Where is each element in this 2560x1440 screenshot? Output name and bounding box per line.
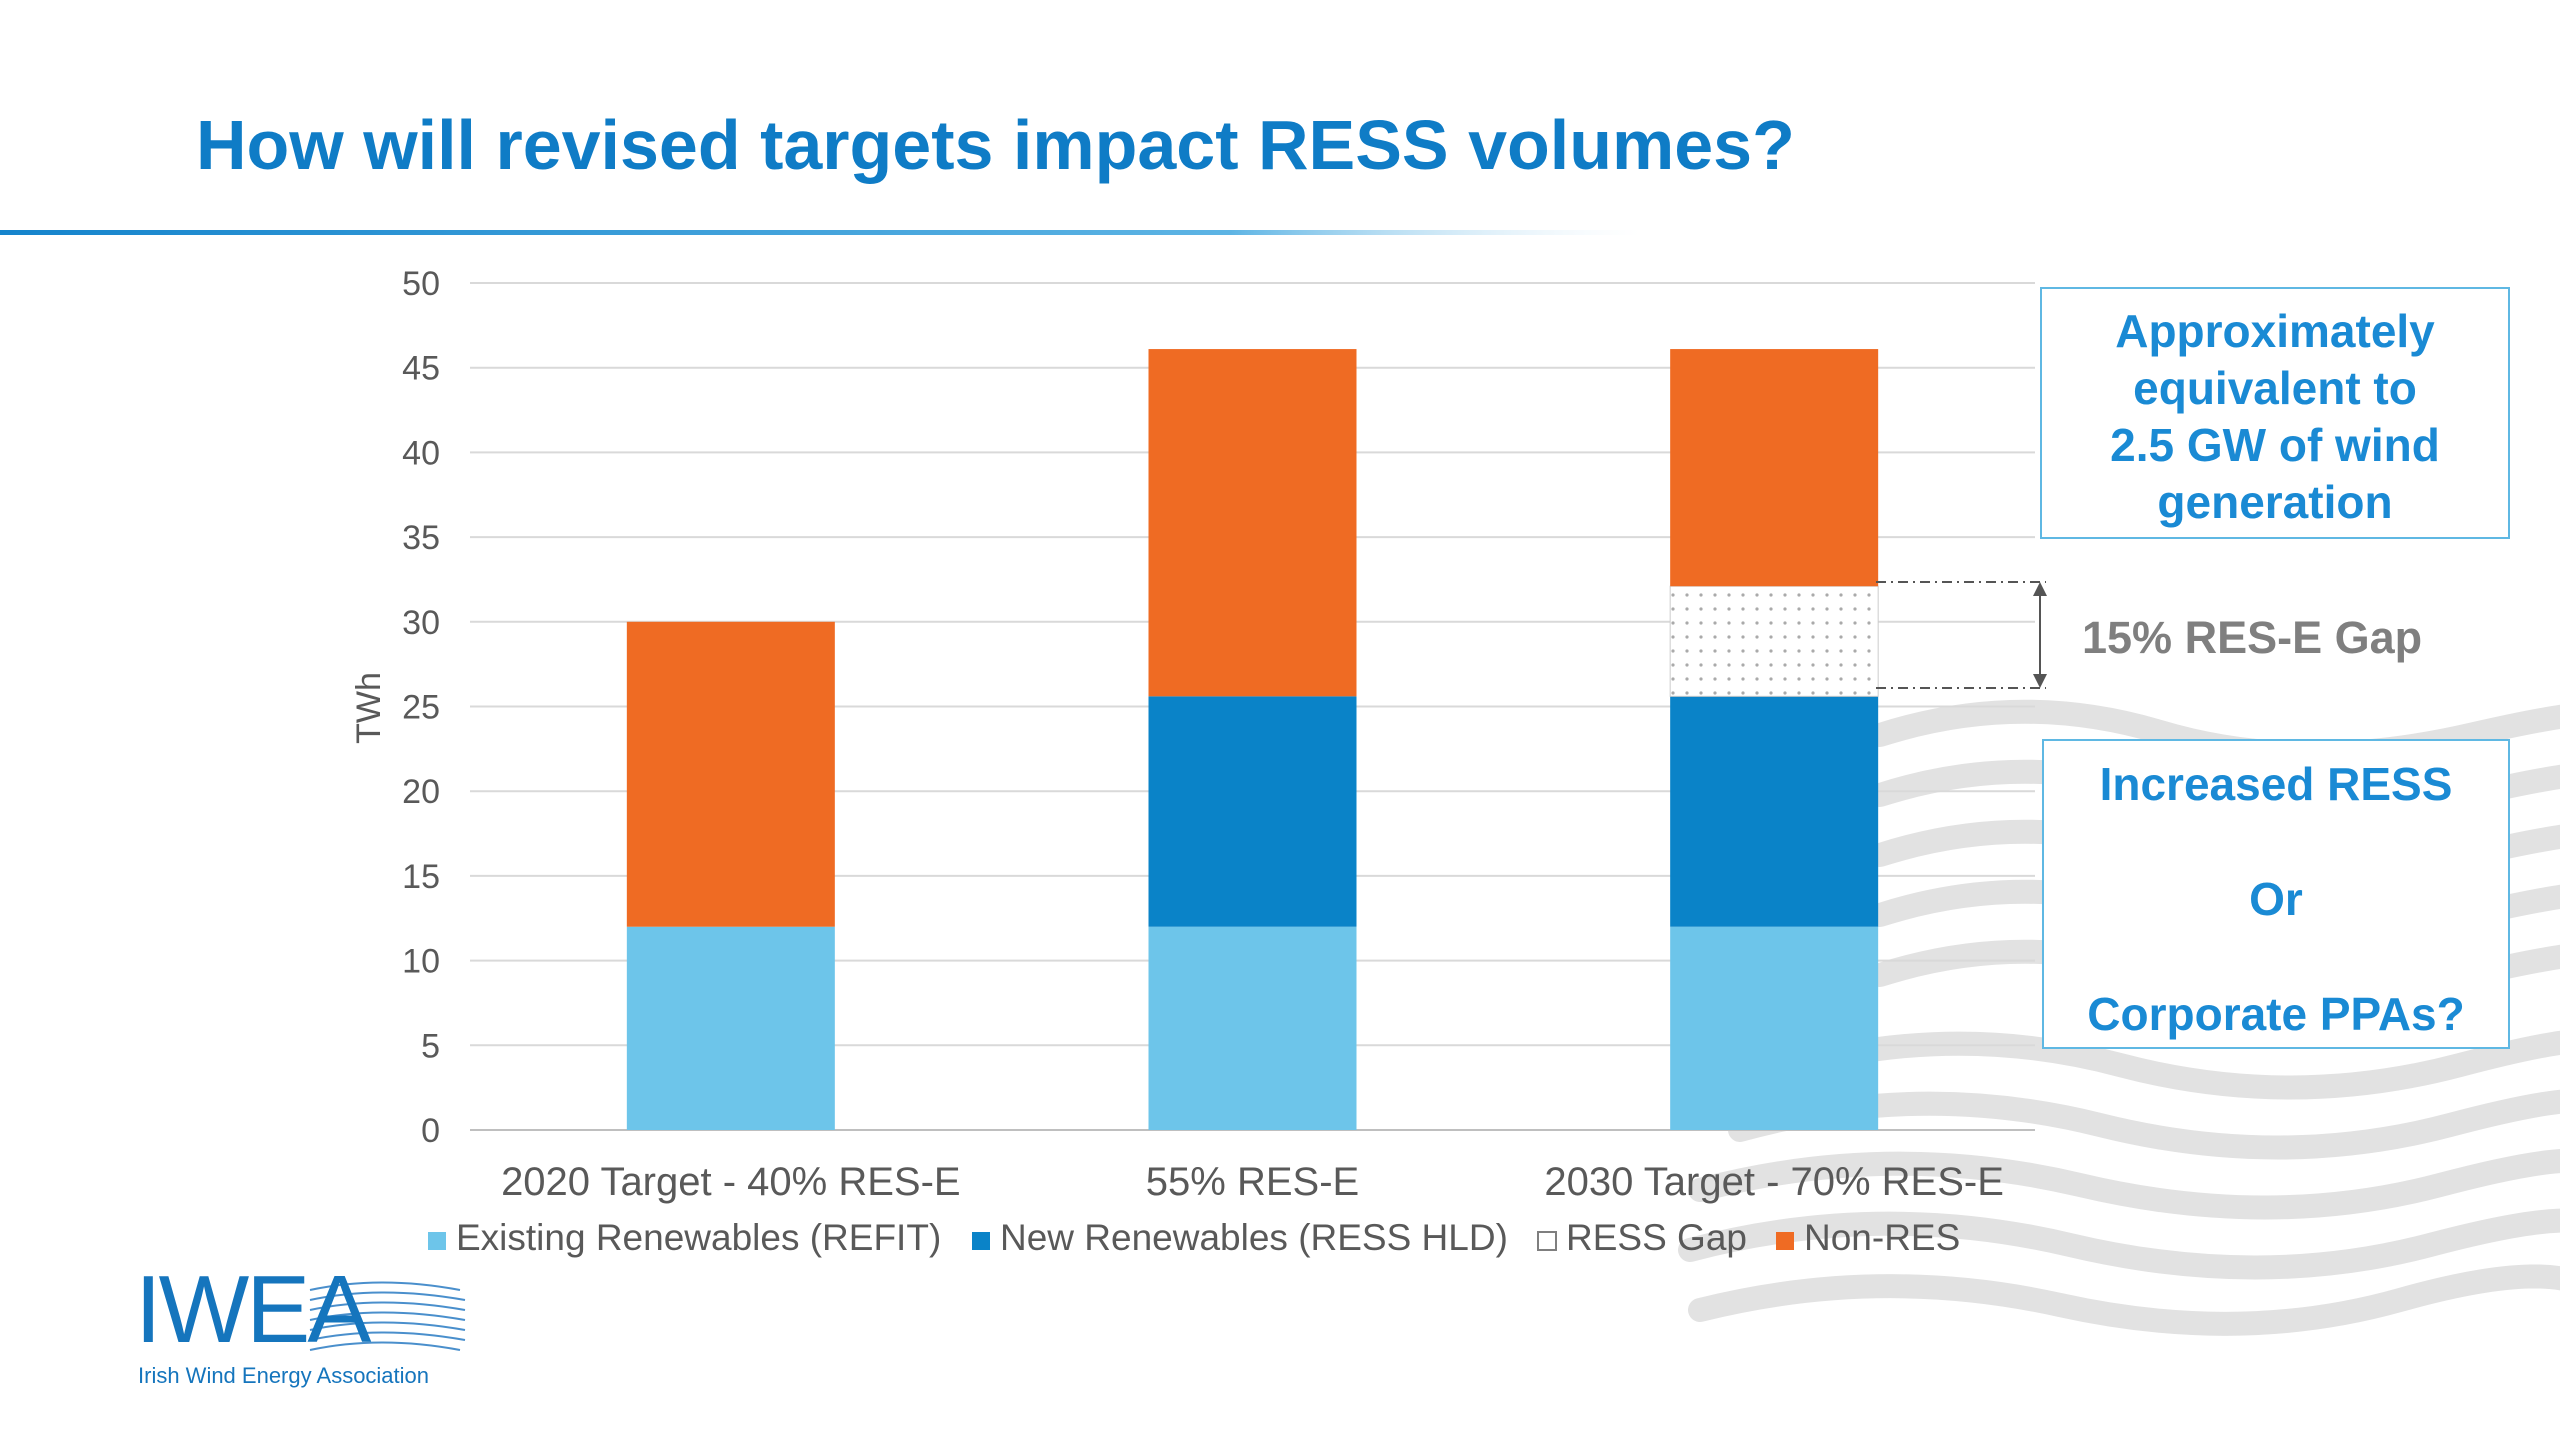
y-tick-label: 30 <box>402 604 440 642</box>
bar-segment <box>1670 349 1879 587</box>
gap-bracket <box>1876 581 2047 689</box>
gap-label: 15% RES-E Gap <box>2082 612 2423 663</box>
wind-equivalence-callout: Approximately equivalent to 2.5 GW of wi… <box>2040 287 2510 539</box>
ress-or-ppa-callout: Increased RESS Or Corporate PPAs? <box>2042 739 2510 1049</box>
wind-callout-line: equivalent to <box>2133 362 2417 414</box>
wind-callout-line: generation <box>2157 476 2393 528</box>
page-title: How will revised targets impact RESS vol… <box>196 106 1795 184</box>
iwea-logo: IWEA Irish Wind Energy Association <box>130 1262 480 1395</box>
y-tick-label: 45 <box>402 350 440 388</box>
bar-segment <box>1669 585 1879 697</box>
x-tick-label: 55% RES-E <box>1146 1160 1359 1204</box>
bar-segment <box>626 621 835 927</box>
y-tick-label: 40 <box>402 434 440 472</box>
legend-label: Existing Renewables (REFIT) <box>456 1217 941 1258</box>
chart-bars <box>626 349 1879 1130</box>
y-tick-label: 10 <box>402 943 440 981</box>
bar-segment <box>1148 696 1357 927</box>
logo-text: IWEA <box>135 1256 371 1363</box>
legend-swatch <box>1776 1232 1794 1250</box>
x-tick-label: 2020 Target - 40% RES-E <box>501 1160 961 1204</box>
logo-wind-lines-icon <box>309 1281 466 1351</box>
gap-arrow-up-head <box>2033 582 2047 596</box>
x-axis-labels: 2020 Target - 40% RES-E 55% RES-E 2030 Tar… <box>501 1160 2004 1204</box>
y-tick-label: 0 <box>421 1112 440 1150</box>
bar-segment <box>626 926 835 1130</box>
legend-label: New Renewables (RESS HLD) <box>1000 1217 1508 1258</box>
bar-segment <box>1670 926 1879 1130</box>
gap-arrow-down-head <box>2033 674 2047 688</box>
wind-callout-line: 2.5 GW of wind <box>2110 419 2440 471</box>
y-tick-label: 15 <box>402 858 440 896</box>
x-tick-label: 2030 Target - 70% RES-E <box>1544 1160 2004 1204</box>
bar-segment <box>1148 926 1357 1130</box>
logo-subtitle: Irish Wind Energy Association <box>138 1363 430 1388</box>
legend-label: RESS Gap <box>1566 1217 1747 1258</box>
y-tick-label: 25 <box>402 689 440 727</box>
chart-legend: Existing Renewables (REFIT) New Renewable… <box>428 1217 1960 1258</box>
choice-callout-line3: Corporate PPAs? <box>2087 988 2465 1040</box>
y-axis-ticks: 0 5 10 15 20 25 30 35 40 45 50 <box>402 265 440 1150</box>
title-underline <box>0 230 1640 235</box>
y-axis-label: TWh <box>350 672 388 744</box>
legend-label: Non-RES <box>1804 1217 1960 1258</box>
legend-swatch <box>1537 1231 1557 1251</box>
y-tick-label: 35 <box>402 519 440 557</box>
bar-segment <box>1148 349 1357 697</box>
y-tick-label: 5 <box>421 1027 440 1065</box>
legend-swatch <box>972 1232 990 1250</box>
y-tick-label: 20 <box>402 773 440 811</box>
wind-callout-line: Approximately <box>2115 305 2435 357</box>
bar-segment <box>1670 696 1879 927</box>
legend-swatch <box>428 1232 446 1250</box>
y-tick-label: 50 <box>402 265 440 303</box>
choice-callout-line2: Or <box>2249 873 2303 925</box>
choice-callout-line1: Increased RESS <box>2099 758 2453 810</box>
